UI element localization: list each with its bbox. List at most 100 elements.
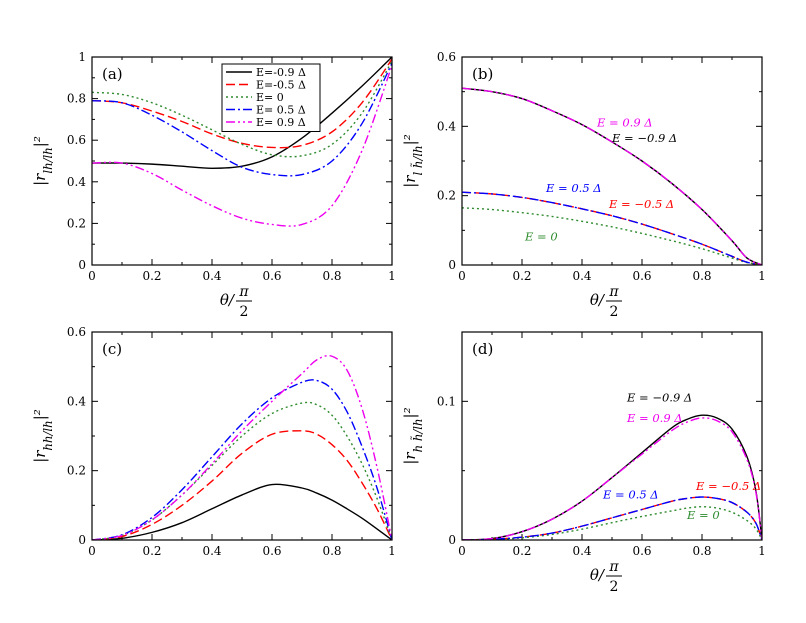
y-tick-label: 0.6: [67, 133, 86, 147]
x-axis-label-num: π: [608, 284, 619, 300]
y-axis-label: |rl h̃/lh|²: [401, 134, 425, 188]
panel-1: 0 0.2 0.4 0.6 0.8 1 0 0.2 0.4 0.6 (b) θ/π 2 |rl h̃/lh…: [401, 50, 766, 320]
y-axis-label: |rhh/lh|²: [31, 409, 55, 463]
x-axis-label-den: 2: [240, 304, 249, 320]
panel-label: (a): [102, 65, 123, 83]
x-tick-label: 0: [88, 544, 96, 558]
panel-2: 0 0.2 0.4 0.6 0.8 1 0 0.2 0.4 0.6 (c) |rhh/lh|²: [31, 325, 396, 558]
series-line: [92, 483, 392, 540]
y-tick-label: 1: [78, 50, 86, 64]
x-tick-label: 0.8: [322, 269, 341, 283]
x-axis-label-den: 2: [610, 304, 619, 320]
legend-label: E= 0: [256, 91, 284, 104]
x-tick-label: 0.8: [692, 544, 711, 558]
series-line: [92, 354, 392, 540]
y-axis-label: |rlh/lh|²: [31, 136, 55, 186]
x-tick-label: 0.4: [572, 544, 591, 558]
series-line: [92, 430, 392, 540]
series-line: [462, 496, 762, 540]
series-annotation: E = −0.5 Δ: [695, 479, 761, 493]
x-tick-label: 1: [758, 269, 766, 283]
series-line: [462, 417, 762, 540]
x-axis-label: θ/: [590, 566, 606, 584]
legend-label: E= 0.9 Δ: [256, 116, 306, 129]
series-annotation: E = 0.9 Δ: [626, 411, 683, 425]
x-tick-label: 0: [458, 269, 466, 283]
y-tick-label: 0.1: [437, 394, 456, 408]
x-tick-label: 0.6: [262, 544, 281, 558]
x-tick-label: 0.4: [202, 544, 221, 558]
panel-0: 0 0.2 0.4 0.6 0.8 1 0 0.2 0.4 0.6 0.8 1 (a) θ/π 2 |rlh/…: [31, 50, 396, 320]
series-line: [92, 60, 392, 158]
y-axis-label: |rh h̃/lh|²: [401, 407, 425, 464]
panel-label: (d): [472, 340, 493, 358]
x-tick-label: 0: [458, 544, 466, 558]
x-axis-label: θ/: [220, 291, 236, 309]
x-tick-label: 0: [88, 269, 96, 283]
legend-label: E= 0.5 Δ: [256, 104, 306, 117]
series-line: [462, 506, 762, 540]
series-annotation: E = −0.9 Δ: [611, 131, 677, 145]
series-group: [92, 57, 392, 227]
y-tick-label: 0: [78, 258, 86, 272]
x-tick-label: 1: [388, 544, 396, 558]
legend: E=-0.9 ΔE=-0.5 ΔE= 0E= 0.5 ΔE= 0.9 Δ: [221, 63, 321, 132]
x-tick-label: 0.2: [142, 269, 161, 283]
series-annotation: E = 0.9 Δ: [596, 115, 653, 129]
legend-label: E=-0.9 Δ: [256, 66, 306, 79]
y-tick-label: 0.4: [67, 394, 86, 408]
y-tick-label: 0.6: [67, 325, 86, 339]
series-line: [92, 62, 392, 177]
legend-label: E=-0.5 Δ: [256, 79, 306, 92]
series-annotation: E = −0.5 Δ: [608, 197, 674, 211]
panel-3: 0 0.2 0.4 0.6 0.8 1 0 0.1 (d) θ/π 2 |rh h̃/lh|² E = …: [401, 331, 766, 595]
axes-frame: [91, 56, 393, 266]
y-tick-label: 0: [448, 533, 456, 547]
series-line: [92, 65, 392, 227]
series-annotation: E = 0: [686, 508, 720, 522]
series-annotation: E = 0: [524, 230, 558, 244]
y-tick-label: 0.8: [67, 92, 86, 106]
series-line: [92, 57, 392, 169]
x-tick-label: 0.2: [142, 544, 161, 558]
y-tick-label: 0.2: [67, 464, 86, 478]
x-axis-label-num: π: [608, 559, 619, 575]
series-line: [92, 379, 392, 540]
series-annotation: E = 0.5 Δ: [545, 181, 602, 195]
axes-frame: [91, 331, 393, 541]
y-tick-label: 0: [448, 258, 456, 272]
legend-box: [221, 63, 321, 132]
series-annotation: E = 0.5 Δ: [602, 487, 659, 501]
series-line: [92, 401, 392, 540]
series-line: [92, 58, 392, 149]
x-axis-label-num: π: [238, 284, 249, 300]
series-group: [462, 414, 762, 540]
series-line: [462, 207, 762, 265]
x-axis-label-den: 2: [610, 579, 619, 595]
x-tick-label: 0.6: [262, 269, 281, 283]
x-axis-label: θ/: [590, 291, 606, 309]
y-tick-label: 0.6: [437, 50, 456, 64]
x-tick-label: 0.8: [322, 544, 341, 558]
series-line: [462, 191, 762, 265]
axes-frame: [461, 331, 763, 541]
y-tick-label: 0: [78, 533, 86, 547]
axes-frame: [461, 56, 763, 266]
x-tick-label: 0.4: [202, 269, 221, 283]
series-line: [462, 87, 762, 265]
y-tick-label: 0.4: [67, 175, 86, 189]
panel-label: (b): [472, 65, 493, 83]
x-tick-label: 1: [758, 544, 766, 558]
x-tick-label: 0.6: [632, 544, 651, 558]
series-annotation: E = −0.9 Δ: [626, 390, 692, 404]
x-tick-label: 0.8: [692, 269, 711, 283]
panel-label: (c): [102, 340, 122, 358]
series-group: [462, 87, 762, 265]
series-group: [92, 354, 392, 540]
x-tick-label: 0.4: [572, 269, 591, 283]
y-tick-label: 0.2: [437, 189, 456, 203]
y-tick-label: 0.4: [437, 119, 456, 133]
x-tick-label: 0.2: [512, 269, 531, 283]
y-tick-label: 0.2: [67, 216, 86, 230]
